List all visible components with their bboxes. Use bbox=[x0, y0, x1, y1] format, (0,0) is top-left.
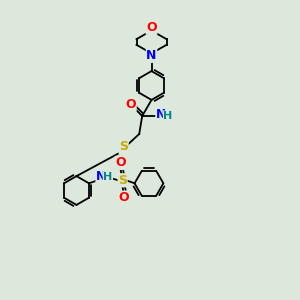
Text: O: O bbox=[118, 191, 129, 204]
Text: H: H bbox=[164, 111, 172, 121]
Text: H: H bbox=[103, 172, 112, 182]
Text: O: O bbox=[146, 21, 157, 34]
Text: S: S bbox=[119, 140, 128, 153]
Text: N: N bbox=[156, 108, 166, 121]
Text: N: N bbox=[96, 170, 106, 183]
Text: O: O bbox=[115, 156, 126, 170]
Text: N: N bbox=[146, 49, 157, 62]
Text: O: O bbox=[125, 98, 136, 111]
Text: S: S bbox=[118, 174, 127, 187]
